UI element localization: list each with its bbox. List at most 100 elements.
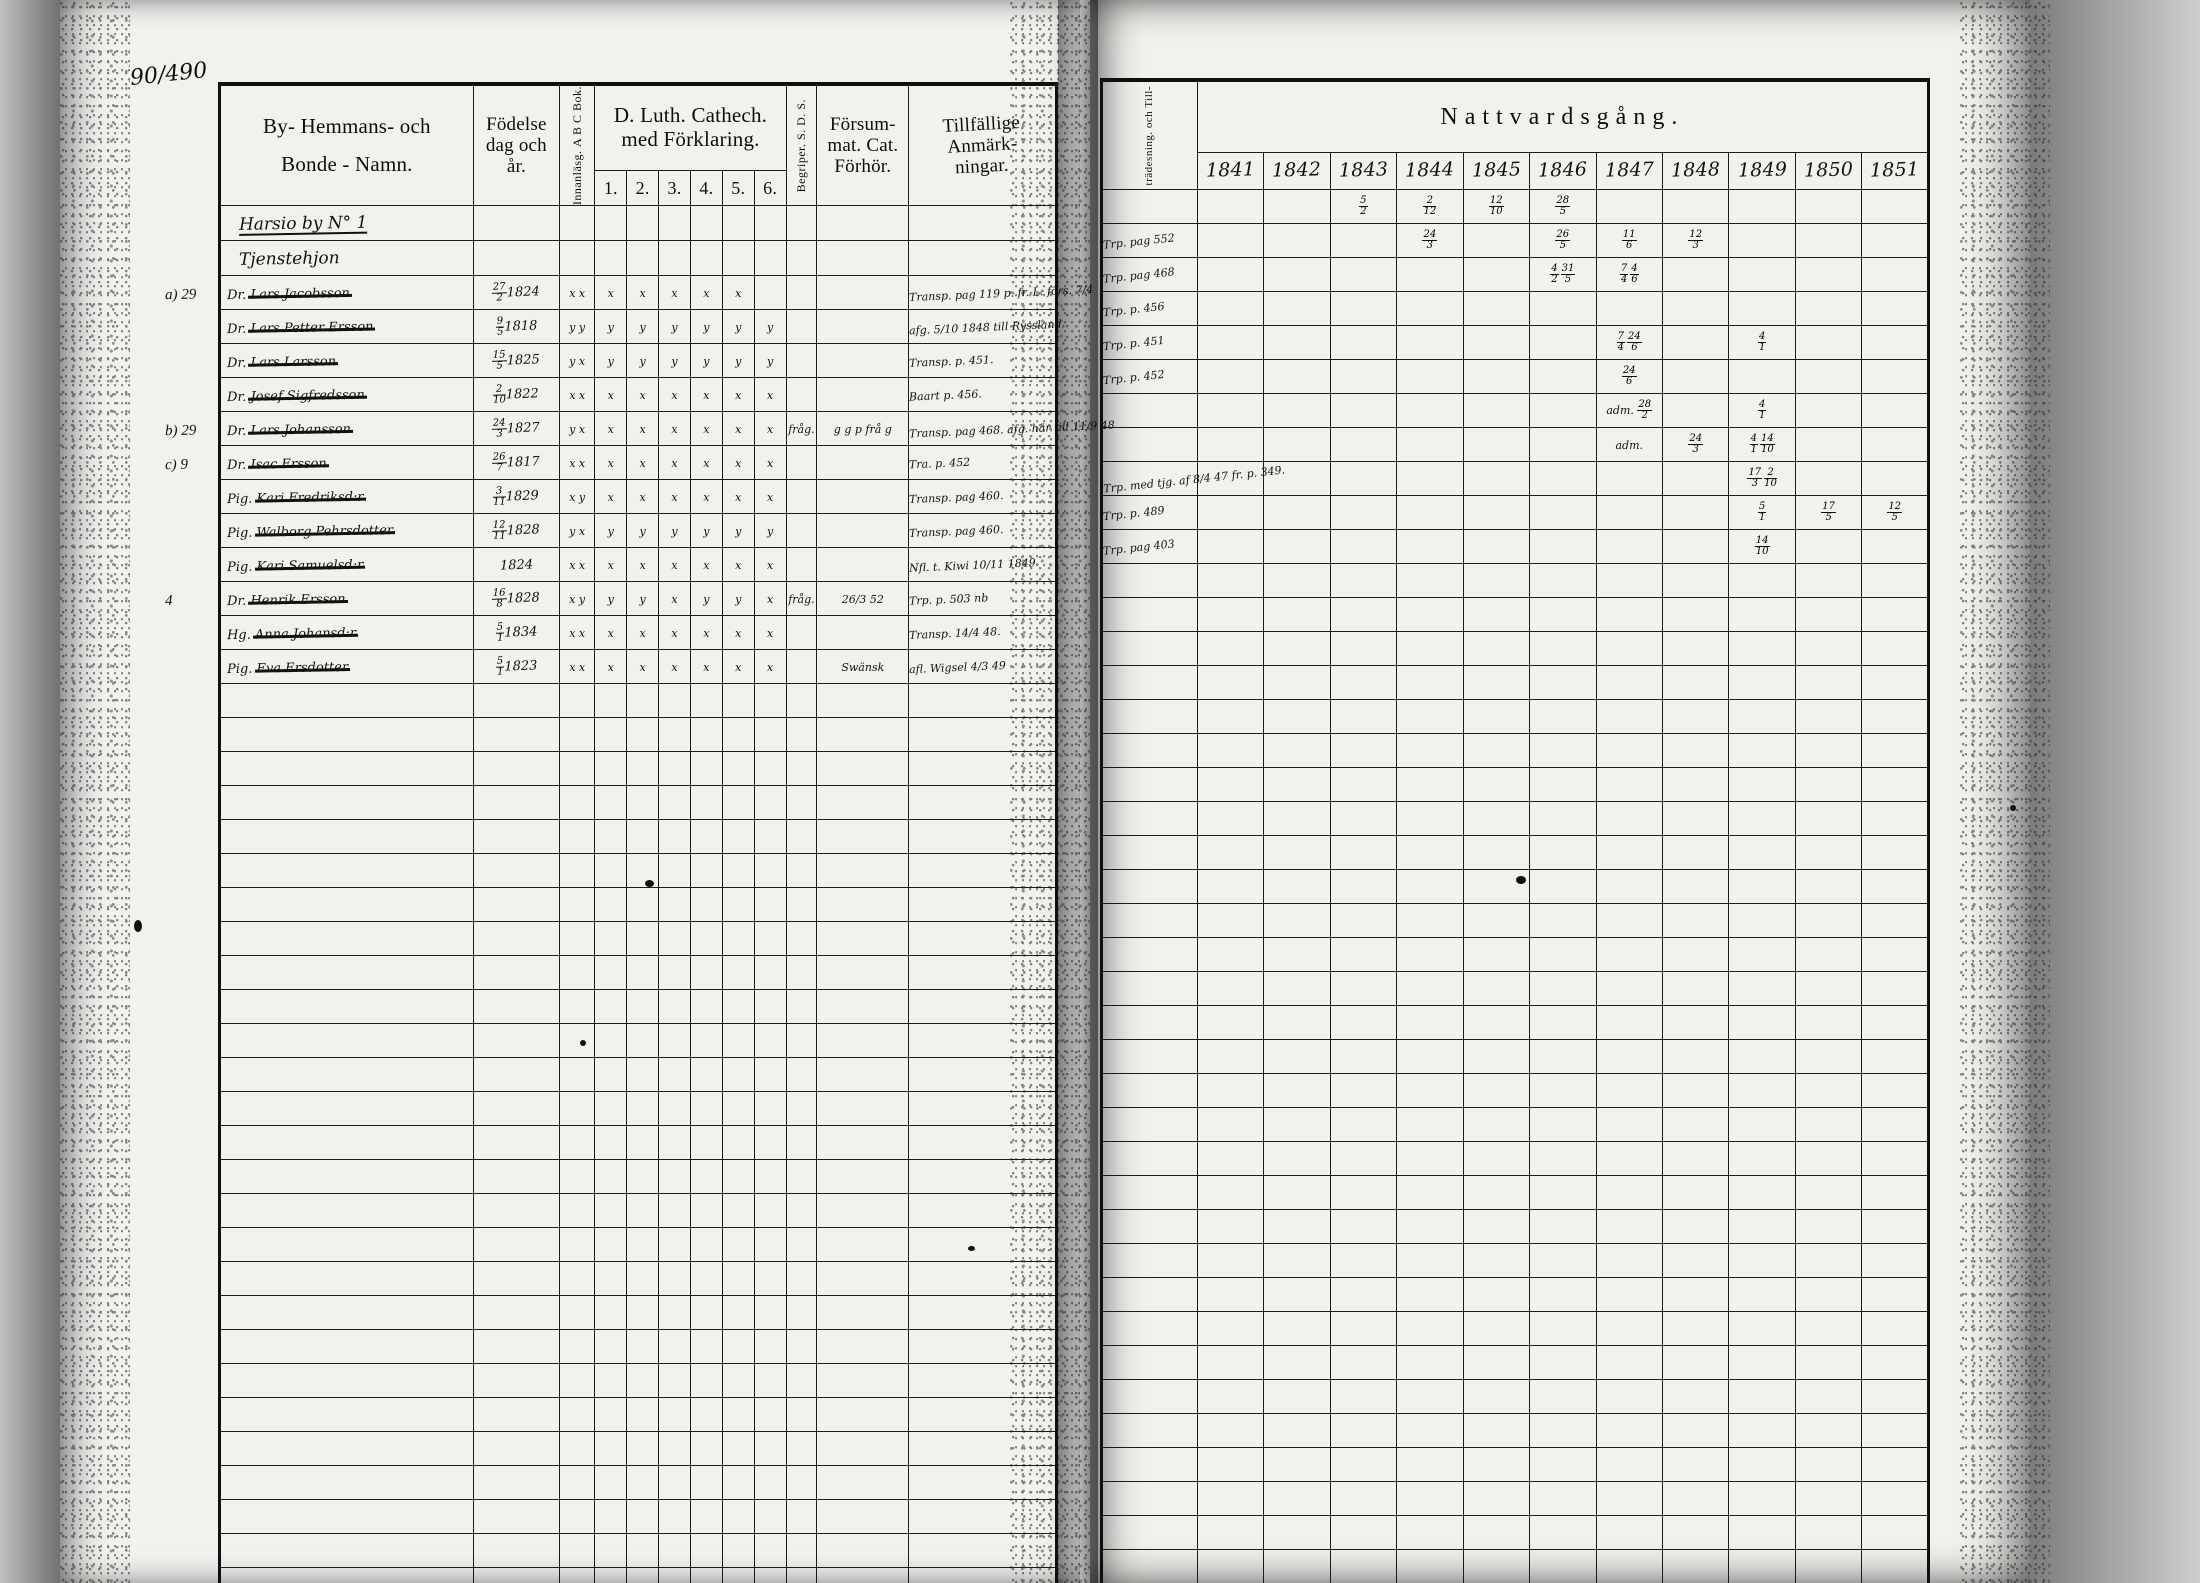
cell-communion-1847[interactable]: 24 6 [1595, 359, 1663, 394]
cell-catechism-2[interactable] [626, 751, 660, 787]
cell-sds[interactable] [785, 649, 818, 685]
cell-catechism-1[interactable]: x [594, 377, 628, 413]
cell-catechism-4[interactable] [689, 1329, 723, 1365]
table-row-empty[interactable] [1100, 937, 1930, 972]
cell-communion-1849[interactable] [1728, 767, 1796, 802]
cell-catechism-4[interactable]: y [689, 513, 723, 549]
cell-catechism-1[interactable] [594, 1363, 628, 1399]
cell-communion-1846[interactable] [1529, 1175, 1597, 1210]
cell-catechism-4[interactable]: y [689, 309, 723, 345]
cell-birth[interactable] [472, 955, 560, 991]
cell-catechism-1[interactable] [594, 853, 628, 889]
cell-communion-1850[interactable] [1794, 461, 1863, 496]
cell-catechism-6[interactable]: x [753, 377, 787, 413]
cell-communion-1849[interactable] [1728, 1311, 1796, 1346]
cell-communion-1850[interactable] [1794, 903, 1863, 938]
cell-catechism-6[interactable] [753, 887, 787, 923]
cell-name[interactable] [218, 1499, 474, 1535]
cell-remarks[interactable] [908, 989, 1058, 1025]
cell-communion-1847[interactable] [1595, 1175, 1663, 1210]
cell-communion-1845[interactable] [1462, 665, 1531, 700]
cell-communion-1850[interactable] [1794, 767, 1863, 802]
cell-communion-1851[interactable] [1861, 1481, 1930, 1516]
cell-catechism-3[interactable] [658, 1057, 691, 1093]
cell-communion-1847[interactable] [1595, 801, 1663, 836]
cell-communion-1841[interactable] [1196, 325, 1265, 360]
cell-communion-1844[interactable] [1396, 1141, 1464, 1176]
cell-abc-book[interactable]: x x [558, 275, 596, 311]
cell-catechism-1[interactable] [594, 1431, 628, 1467]
cell-communion-1846[interactable] [1529, 869, 1597, 904]
cell-catechism-5[interactable] [721, 989, 755, 1025]
table-row[interactable]: Trp. pag 468 4 2 31 5 7 4 4 6 [1100, 257, 1930, 292]
cell-communion-1845[interactable] [1462, 359, 1531, 394]
cell-communion-1846[interactable] [1529, 801, 1597, 836]
table-row-empty[interactable] [1100, 869, 1930, 904]
cell-forsummat[interactable] [816, 1567, 910, 1583]
cell-communion-1841[interactable] [1196, 189, 1265, 224]
cell-catechism-5[interactable] [721, 1363, 755, 1399]
table-row-empty[interactable] [218, 1431, 1058, 1467]
cell-birth[interactable] [472, 1159, 560, 1195]
cell-remarks[interactable] [908, 1465, 1058, 1501]
cell-communion-1841[interactable] [1196, 733, 1265, 768]
cell-forsummat[interactable] [816, 1057, 910, 1093]
cell-abc-book[interactable]: x x [558, 445, 596, 481]
cell-communion-1843[interactable] [1329, 903, 1398, 938]
cell-communion-1845[interactable] [1462, 1107, 1531, 1142]
cell-remarks[interactable]: Nfl. t. Kiwi 10/11 1849 [908, 547, 1058, 583]
cell-communion-1846[interactable] [1529, 937, 1597, 972]
cell-communion-1844[interactable] [1396, 359, 1464, 394]
cell-communion-1842[interactable] [1263, 1073, 1331, 1108]
cell-communion-1846[interactable] [1529, 291, 1597, 326]
cell-communion-1848[interactable] [1661, 1209, 1730, 1244]
cell-catechism-4[interactable] [689, 205, 723, 242]
table-row-empty[interactable] [1100, 1005, 1930, 1040]
cell-catechism-3[interactable] [658, 683, 691, 719]
cell-catechism-2[interactable]: x [626, 411, 660, 447]
cell-birth[interactable] [472, 205, 560, 242]
cell-communion-1850[interactable] [1794, 1141, 1863, 1176]
table-row-empty[interactable] [1100, 563, 1930, 598]
cell-communion-1844[interactable] [1396, 461, 1464, 496]
cell-communion-1845[interactable] [1462, 495, 1531, 530]
cell-communion-1842[interactable] [1263, 325, 1331, 360]
cell-communion-1848[interactable]: 12 3 [1661, 223, 1730, 258]
cell-sds[interactable] [785, 785, 818, 821]
cell-catechism-1[interactable] [594, 1227, 628, 1263]
cell-birth[interactable]: 5 1 1834 [472, 615, 560, 651]
cell-communion-1843[interactable] [1329, 257, 1398, 292]
cell-catechism-1[interactable] [594, 751, 628, 787]
cell-communion-1845[interactable] [1462, 563, 1531, 598]
cell-remarks[interactable] [908, 955, 1058, 991]
cell-catechism-6[interactable]: x [753, 547, 787, 583]
cell-abc-book[interactable] [558, 240, 596, 277]
cell-communion-1842[interactable] [1263, 835, 1331, 870]
cell-communion-1843[interactable] [1329, 1175, 1398, 1210]
cell-communion-1845[interactable] [1462, 1311, 1531, 1346]
cell-communion-1842[interactable] [1263, 869, 1331, 904]
cell-communion-1851[interactable] [1861, 767, 1930, 802]
cell-catechism-3[interactable]: x [658, 445, 691, 481]
cell-communion-1851[interactable] [1861, 1413, 1930, 1448]
cell-communion-1844[interactable]: 24 3 [1396, 223, 1464, 258]
cell-communion-1851[interactable] [1861, 461, 1930, 496]
table-row-empty[interactable] [1100, 971, 1930, 1006]
cell-communion-1845[interactable] [1462, 1515, 1531, 1550]
cell-communion-1848[interactable] [1661, 1311, 1730, 1346]
cell-communion-1842[interactable] [1263, 1413, 1331, 1448]
cell-forsummat[interactable] [816, 921, 910, 957]
cell-communion-1846[interactable] [1529, 1345, 1597, 1380]
cell-communion-1847[interactable] [1595, 937, 1663, 972]
cell-abc-book[interactable] [558, 1533, 596, 1569]
cell-forsummat[interactable] [816, 1023, 910, 1059]
cell-abc-book[interactable] [558, 1499, 596, 1535]
cell-communion-1847[interactable] [1595, 767, 1663, 802]
cell-catechism-6[interactable]: x [753, 411, 787, 447]
cell-sds[interactable] [785, 1227, 818, 1263]
cell-communion-1845[interactable] [1462, 1379, 1531, 1414]
table-row[interactable]: Hg. Anna Johansd:r 5 1 1834 x x x x x x x x Transp.… [218, 615, 1058, 651]
cell-communion-1846[interactable] [1529, 1515, 1597, 1550]
cell-communion-1848[interactable] [1661, 325, 1730, 360]
cell-communion-1843[interactable] [1329, 699, 1398, 734]
